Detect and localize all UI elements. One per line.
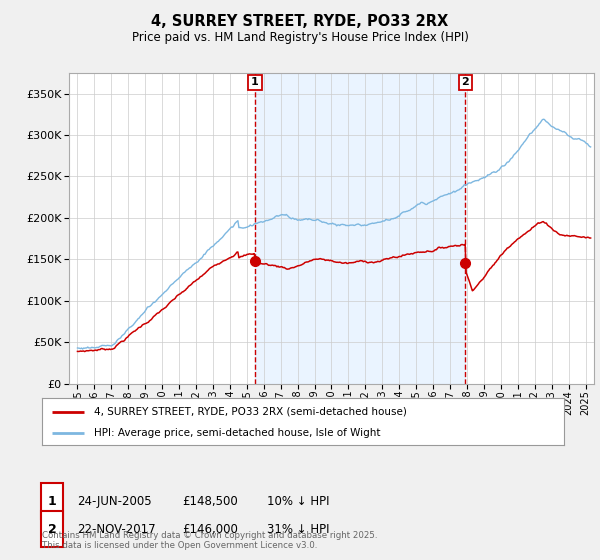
Text: 4, SURREY STREET, RYDE, PO33 2RX: 4, SURREY STREET, RYDE, PO33 2RX <box>151 14 449 29</box>
Bar <box>255 73 465 384</box>
Text: 10% ↓ HPI: 10% ↓ HPI <box>267 494 329 508</box>
Text: 22-NOV-2017: 22-NOV-2017 <box>77 522 155 536</box>
Text: 4, SURREY STREET, RYDE, PO33 2RX (semi-detached house): 4, SURREY STREET, RYDE, PO33 2RX (semi-d… <box>94 407 407 417</box>
Text: 31% ↓ HPI: 31% ↓ HPI <box>267 522 329 536</box>
FancyBboxPatch shape <box>41 511 63 547</box>
Text: Contains HM Land Registry data © Crown copyright and database right 2025.
This d: Contains HM Land Registry data © Crown c… <box>42 530 377 550</box>
Text: 1: 1 <box>47 494 56 508</box>
Text: £146,000: £146,000 <box>182 522 238 536</box>
Text: 24-JUN-2005: 24-JUN-2005 <box>77 494 152 508</box>
Text: HPI: Average price, semi-detached house, Isle of Wight: HPI: Average price, semi-detached house,… <box>94 428 381 438</box>
Text: 1: 1 <box>251 77 259 87</box>
Text: £148,500: £148,500 <box>182 494 238 508</box>
Text: Price paid vs. HM Land Registry's House Price Index (HPI): Price paid vs. HM Land Registry's House … <box>131 31 469 44</box>
FancyBboxPatch shape <box>41 483 63 519</box>
Text: 2: 2 <box>47 522 56 536</box>
Text: 2: 2 <box>461 77 469 87</box>
